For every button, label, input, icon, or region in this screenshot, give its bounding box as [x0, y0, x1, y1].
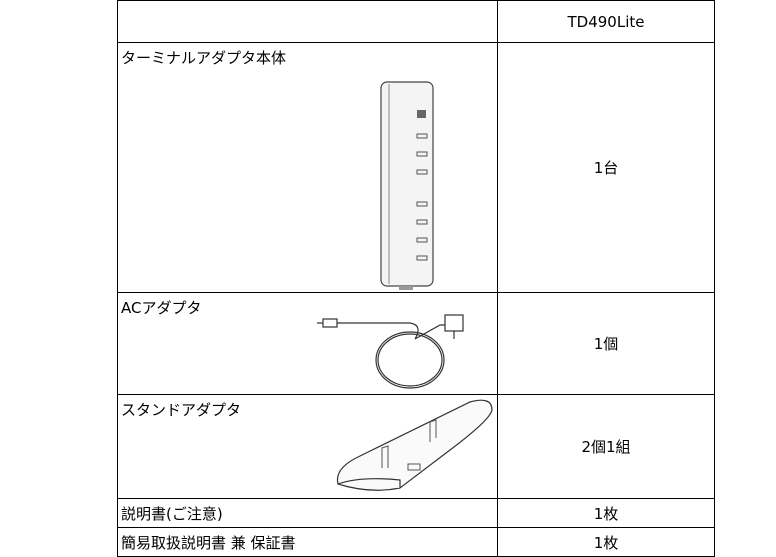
device-illustration [380, 81, 434, 290]
qty-cell: 1枚 [497, 498, 715, 528]
item-label: ACアダプタ [121, 299, 202, 317]
item-label: ターミナルアダプタ本体 [121, 49, 287, 67]
item-label: 説明書(ご注意) [121, 505, 223, 523]
item-cell: 簡易取扱説明書 兼 保証書 [117, 527, 498, 557]
header-blank [117, 0, 498, 43]
qty-cell: 2個1組 [497, 394, 715, 499]
qty-cell: 1枚 [497, 527, 715, 557]
item-label: スタンドアダプタ [121, 401, 242, 419]
qty-cell: 1台 [497, 42, 715, 293]
header-model: TD490Lite [497, 0, 715, 43]
qty-cell: 1個 [497, 292, 715, 395]
item-label: 簡易取扱説明書 兼 保証書 [121, 534, 296, 552]
ac-adapter-illustration [317, 314, 464, 389]
item-cell: 説明書(ご注意) [117, 498, 498, 528]
stand-illustration [336, 399, 493, 491]
